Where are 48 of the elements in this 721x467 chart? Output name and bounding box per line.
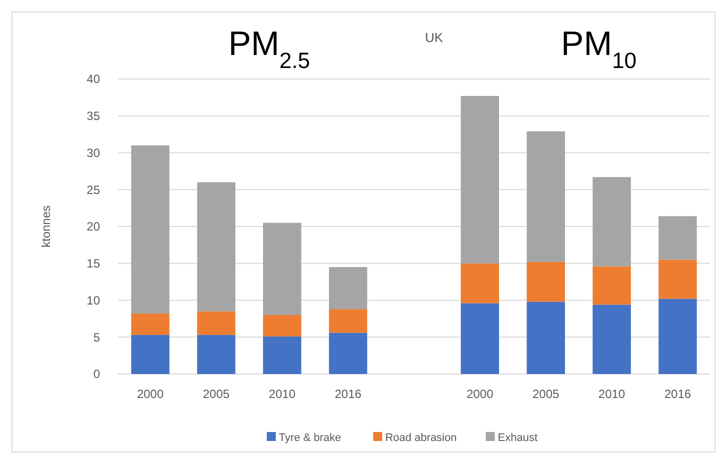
text: PM$_{2.5}$ (228, 25, 310, 72)
bar (526, 302, 565, 374)
bar (263, 222, 302, 315)
legend-label: Exhaust (498, 432, 538, 444)
bar (197, 311, 236, 335)
x-tick-label: 2016 (334, 387, 362, 401)
y-axis-title: ktonnes (39, 205, 53, 248)
x-tick-label: 2000 (466, 387, 494, 401)
x-tick-label: 2005 (532, 387, 560, 401)
bar (131, 145, 170, 314)
y-tick-label: 5 (93, 330, 100, 344)
x-tick-label: 2010 (268, 387, 296, 401)
legend-label: Road abrasion (385, 432, 457, 444)
bar (592, 177, 631, 266)
y-tick-label: 20 (86, 220, 100, 234)
y-tick-label: 30 (86, 146, 100, 160)
bar (197, 182, 236, 312)
bar (658, 298, 697, 374)
bar (263, 336, 302, 374)
bar (526, 131, 565, 262)
bar (328, 267, 368, 310)
y-tick-label: 25 (86, 182, 100, 197)
x-tick-label: 2010 (598, 387, 626, 401)
y-tick-label: 40 (86, 72, 100, 86)
bar (460, 303, 500, 374)
bar (263, 315, 302, 336)
y-tick-label: 35 (86, 109, 100, 124)
text: PM$_{10}$ (561, 25, 637, 72)
bar (592, 304, 631, 374)
legend-label: Tyre & brake (278, 432, 342, 444)
bar (460, 96, 500, 264)
x-tick-label: 2005 (202, 387, 230, 401)
chart-title: UK (424, 30, 444, 45)
bar (658, 216, 697, 260)
bar (526, 262, 565, 302)
y-tick-label: 10 (86, 293, 100, 308)
bar (197, 334, 236, 374)
bar (328, 309, 368, 333)
x-tick-label: 2000 (136, 387, 164, 401)
bar (131, 334, 170, 374)
bar (658, 260, 697, 299)
bar (131, 314, 170, 335)
x-tick-label: 2016 (664, 387, 692, 401)
bar (460, 263, 500, 304)
y-tick-label: 0 (93, 367, 100, 382)
bar (328, 332, 368, 374)
y-tick-label: 15 (86, 256, 100, 271)
bar (592, 266, 631, 305)
